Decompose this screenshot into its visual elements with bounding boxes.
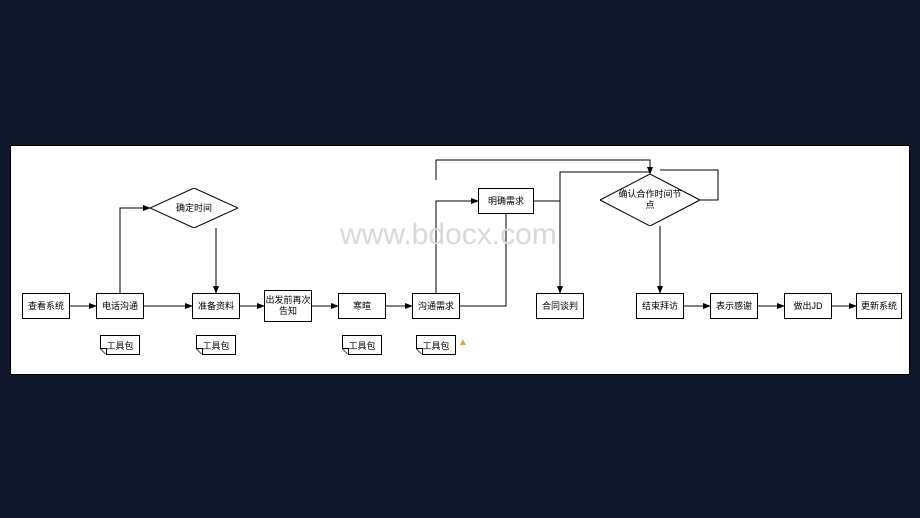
note-t4: 工具包: [416, 335, 456, 355]
note-t2: 工具包: [196, 335, 236, 355]
step-n9: 结束拜访: [636, 293, 684, 319]
step-n1: 查看系统: [22, 293, 70, 319]
decision-d2: 确认合作时间节点: [600, 174, 700, 226]
step-n8: 合同谈判: [536, 293, 584, 319]
step-n11: 做出JD: [784, 293, 832, 319]
decision-label: 确认合作时间节点: [615, 189, 685, 211]
step-n5: 寒暄: [338, 293, 386, 319]
step-n10: 表示感谢: [710, 293, 758, 319]
step-n2: 电话沟通: [96, 293, 144, 319]
step-n3: 准备资料: [192, 293, 240, 319]
note-t1: 工具包: [100, 335, 140, 355]
note-t3: 工具包: [342, 335, 382, 355]
flag-icon: ▲: [458, 337, 468, 348]
step-n4: 出发前再次告知: [264, 290, 312, 322]
step-n6: 沟通需求: [412, 293, 460, 319]
decision-label: 确定时间: [176, 203, 212, 214]
step-n12: 更新系统: [856, 293, 902, 319]
step-n7: 明确需求: [478, 188, 534, 214]
decision-d1: 确定时间: [150, 188, 238, 228]
